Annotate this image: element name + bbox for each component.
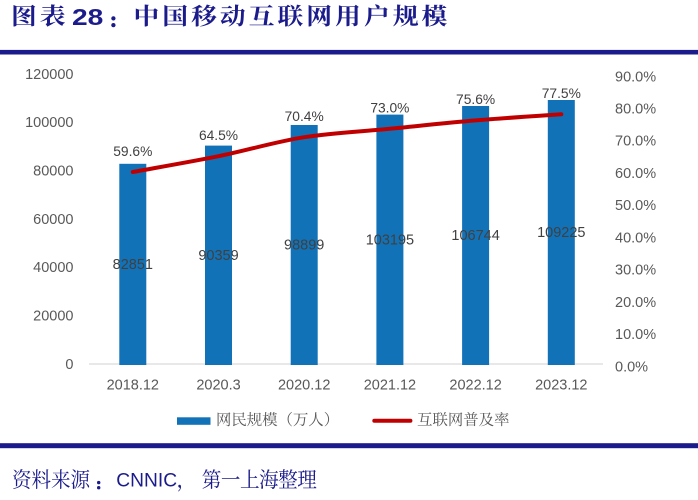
svg-text:82851: 82851: [113, 257, 153, 273]
svg-text:28: 28: [72, 4, 103, 30]
svg-text:64.5%: 64.5%: [199, 128, 238, 143]
svg-text:2020.12: 2020.12: [278, 378, 330, 394]
svg-text:103195: 103195: [366, 232, 414, 248]
svg-text:20.0%: 20.0%: [615, 295, 656, 311]
svg-text:75.6%: 75.6%: [456, 92, 495, 107]
svg-text:73.0%: 73.0%: [370, 101, 409, 116]
svg-text:2018.12: 2018.12: [107, 378, 159, 394]
svg-text:20000: 20000: [33, 309, 73, 325]
svg-text:90359: 90359: [198, 248, 238, 264]
svg-text:90.0%: 90.0%: [615, 69, 656, 85]
svg-text:10.0%: 10.0%: [615, 327, 656, 343]
svg-text:0.0%: 0.0%: [615, 359, 648, 375]
svg-text:40000: 40000: [33, 260, 73, 276]
svg-text:80000: 80000: [33, 164, 73, 180]
svg-text:CNNIC: CNNIC: [116, 470, 177, 491]
svg-text:30.0%: 30.0%: [615, 263, 656, 279]
svg-text:100000: 100000: [25, 115, 73, 131]
svg-text:109225: 109225: [537, 225, 585, 241]
svg-text:98899: 98899: [284, 238, 324, 254]
svg-text:40.0%: 40.0%: [615, 230, 656, 246]
svg-text:50.0%: 50.0%: [615, 198, 656, 214]
svg-text:59.6%: 59.6%: [113, 144, 152, 159]
svg-text:60000: 60000: [33, 212, 73, 228]
svg-text:2023.12: 2023.12: [535, 378, 587, 394]
svg-text:2020.3: 2020.3: [196, 378, 240, 394]
svg-text:70.4%: 70.4%: [285, 109, 324, 124]
svg-text:120000: 120000: [25, 67, 73, 83]
svg-text:60.0%: 60.0%: [615, 166, 656, 182]
svg-text:106744: 106744: [451, 228, 499, 244]
svg-text:80.0%: 80.0%: [615, 102, 656, 118]
svg-text:70.0%: 70.0%: [615, 134, 656, 150]
svg-text:0: 0: [65, 357, 73, 373]
svg-text:77.5%: 77.5%: [542, 86, 581, 101]
svg-text:2022.12: 2022.12: [449, 378, 501, 394]
svg-text:2021.12: 2021.12: [364, 378, 416, 394]
